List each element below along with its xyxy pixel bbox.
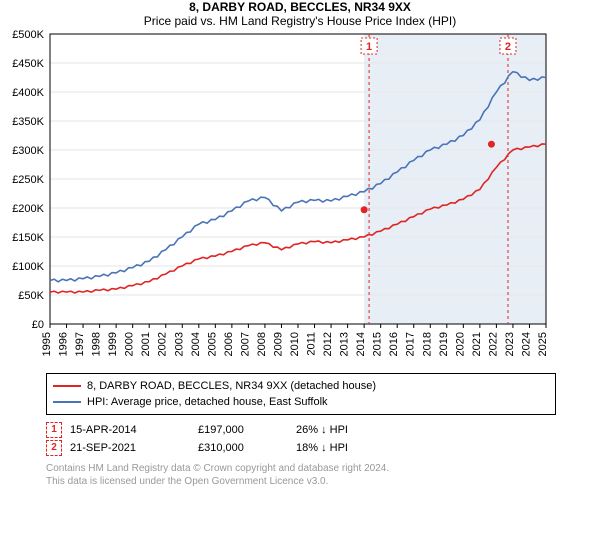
svg-text:2007: 2007 bbox=[239, 332, 251, 356]
footer-attribution: Contains HM Land Registry data © Crown c… bbox=[46, 463, 556, 488]
svg-text:1999: 1999 bbox=[107, 332, 119, 356]
transaction-price: £197,000 bbox=[198, 424, 288, 436]
transactions: 1 15-APR-2014 £197,000 26% ↓ HPI 2 21-SEP-202… bbox=[46, 421, 556, 457]
svg-text:£250K: £250K bbox=[12, 174, 44, 186]
svg-text:2019: 2019 bbox=[438, 332, 450, 356]
transaction-marker: 1 bbox=[46, 422, 62, 438]
transaction-delta: 18% ↓ HPI bbox=[296, 442, 406, 454]
svg-text:1997: 1997 bbox=[74, 332, 86, 356]
transaction-price: £310,000 bbox=[198, 442, 288, 454]
legend-item: 8, DARBY ROAD, BECCLES, NR34 9XX (detach… bbox=[53, 378, 549, 394]
svg-text:£150K: £150K bbox=[12, 232, 44, 244]
svg-text:2005: 2005 bbox=[206, 332, 218, 356]
chart-subtitle: Price paid vs. HM Land Registry's House … bbox=[0, 14, 600, 28]
svg-text:£350K: £350K bbox=[12, 116, 44, 128]
svg-text:£500K: £500K bbox=[12, 29, 44, 41]
transaction-row: 2 21-SEP-2021 £310,000 18% ↓ HPI bbox=[46, 439, 556, 457]
svg-text:2010: 2010 bbox=[289, 332, 301, 356]
svg-text:2024: 2024 bbox=[520, 332, 532, 356]
svg-text:2017: 2017 bbox=[405, 332, 417, 356]
svg-text:2021: 2021 bbox=[471, 332, 483, 356]
svg-text:2016: 2016 bbox=[388, 332, 400, 356]
svg-text:£450K: £450K bbox=[12, 58, 44, 70]
footer-line2: This data is licensed under the Open Gov… bbox=[46, 476, 556, 489]
svg-text:2006: 2006 bbox=[223, 332, 235, 356]
svg-text:2008: 2008 bbox=[256, 332, 268, 356]
svg-text:1: 1 bbox=[366, 41, 372, 53]
chart-address: 8, DARBY ROAD, BECCLES, NR34 9XX bbox=[0, 0, 600, 14]
svg-text:2022: 2022 bbox=[487, 332, 499, 356]
footer-line1: Contains HM Land Registry data © Crown c… bbox=[46, 463, 556, 476]
svg-text:£300K: £300K bbox=[12, 145, 44, 157]
svg-text:2014: 2014 bbox=[355, 332, 367, 356]
svg-text:£50K: £50K bbox=[18, 290, 44, 302]
svg-text:2009: 2009 bbox=[272, 332, 284, 356]
svg-text:2018: 2018 bbox=[421, 332, 433, 356]
svg-text:2003: 2003 bbox=[173, 332, 185, 356]
svg-text:1995: 1995 bbox=[41, 332, 53, 356]
svg-text:2001: 2001 bbox=[140, 332, 152, 356]
legend-swatch bbox=[53, 385, 81, 387]
svg-text:2000: 2000 bbox=[124, 332, 136, 356]
legend-item: HPI: Average price, detached house, East… bbox=[53, 394, 549, 410]
svg-text:£200K: £200K bbox=[12, 203, 44, 215]
svg-text:2002: 2002 bbox=[157, 332, 169, 356]
svg-text:2013: 2013 bbox=[339, 332, 351, 356]
svg-text:£100K: £100K bbox=[12, 261, 44, 273]
svg-text:£400K: £400K bbox=[12, 87, 44, 99]
legend-label: 8, DARBY ROAD, BECCLES, NR34 9XX (detach… bbox=[87, 380, 376, 392]
svg-text:2015: 2015 bbox=[372, 332, 384, 356]
svg-text:1996: 1996 bbox=[58, 332, 70, 356]
svg-text:2020: 2020 bbox=[454, 332, 466, 356]
svg-text:2023: 2023 bbox=[504, 332, 516, 356]
legend-label: HPI: Average price, detached house, East… bbox=[87, 396, 328, 408]
transaction-delta: 26% ↓ HPI bbox=[296, 424, 406, 436]
svg-text:2025: 2025 bbox=[537, 332, 549, 356]
transaction-date: 15-APR-2014 bbox=[70, 424, 190, 436]
svg-text:2: 2 bbox=[505, 41, 511, 53]
legend-swatch bbox=[53, 401, 81, 403]
transaction-row: 1 15-APR-2014 £197,000 26% ↓ HPI bbox=[46, 421, 556, 439]
transaction-date: 21-SEP-2021 bbox=[70, 442, 190, 454]
transaction-marker: 2 bbox=[46, 440, 62, 456]
svg-text:2012: 2012 bbox=[322, 332, 334, 356]
svg-text:2011: 2011 bbox=[306, 332, 318, 356]
svg-text:1998: 1998 bbox=[91, 332, 103, 356]
price-chart: £0 £50K £100K £150K £200K £250K £300K £350K £400… bbox=[0, 28, 600, 373]
legend: 8, DARBY ROAD, BECCLES, NR34 9XX (detach… bbox=[46, 373, 556, 415]
svg-text:£0: £0 bbox=[32, 319, 44, 331]
svg-text:2004: 2004 bbox=[190, 332, 202, 356]
